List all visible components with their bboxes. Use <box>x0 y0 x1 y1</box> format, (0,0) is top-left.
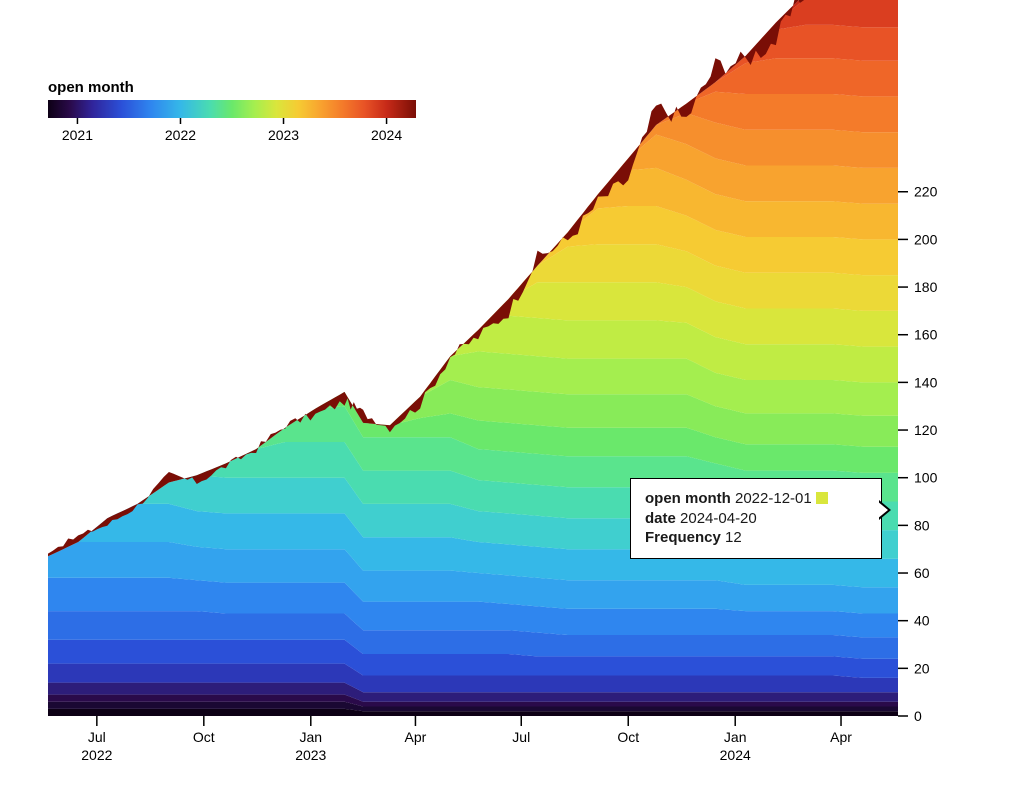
y-tick-label: 0 <box>914 708 922 724</box>
y-tick-label: 180 <box>914 279 938 295</box>
x-tick-year: 2023 <box>295 747 326 763</box>
y-tick-label: 40 <box>914 613 930 629</box>
legend-tick-label: 2024 <box>371 127 402 143</box>
stacked-area-chart: 0 20 40 60 80 100 120 140 160 180 200 220 Jul 2022 Oct… <box>0 0 1020 788</box>
y-tick-label: 200 <box>914 231 938 247</box>
x-tick-label: Oct <box>193 729 215 745</box>
x-tick-year: 2024 <box>720 747 751 763</box>
x-tick-label: Jul <box>88 729 106 745</box>
y-tick-label: 220 <box>914 184 938 200</box>
x-tick-label: Oct <box>617 729 639 745</box>
y-tick-label: 80 <box>914 517 930 533</box>
legend-title: open month <box>48 79 134 96</box>
y-tick-label: 60 <box>914 565 930 581</box>
y-tick-label: 160 <box>914 327 938 343</box>
legend-gradient <box>48 100 416 118</box>
x-tick-year: 2022 <box>81 747 112 763</box>
y-tick-label: 120 <box>914 422 938 438</box>
x-tick-label: Jul <box>512 729 530 745</box>
y-tick-label: 100 <box>914 470 938 486</box>
x-tick-label: Apr <box>405 729 427 745</box>
y-tick-label: 140 <box>914 374 938 390</box>
legend-tick-label: 2022 <box>165 127 196 143</box>
x-tick-label: Jan <box>724 729 747 745</box>
tooltip-caret-fill <box>877 501 888 519</box>
x-tick-label: Jan <box>300 729 323 745</box>
legend-tick-label: 2023 <box>268 127 299 143</box>
legend-tick-label: 2021 <box>62 127 93 143</box>
x-tick-label: Apr <box>830 729 852 745</box>
y-tick-label: 20 <box>914 660 930 676</box>
